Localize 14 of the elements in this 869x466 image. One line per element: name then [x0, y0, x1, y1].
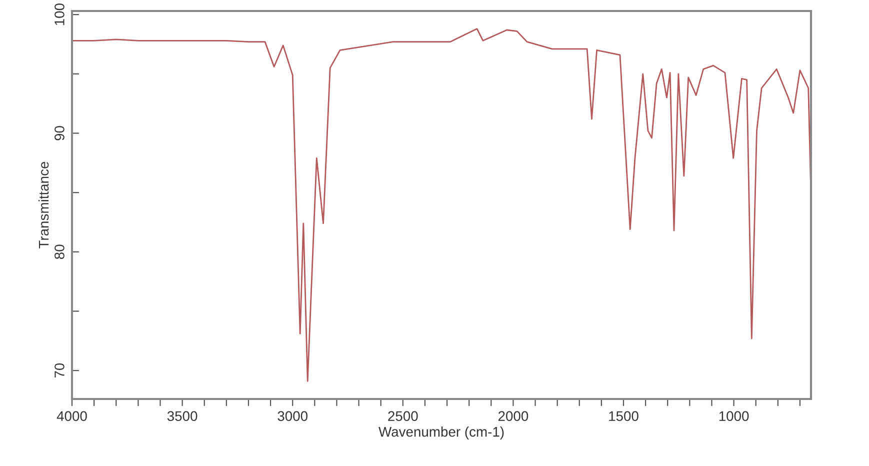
x-tick-label: 2000 [498, 411, 528, 422]
line-series [72, 28, 811, 382]
x-axis-title: Wavenumber (cm-1) [378, 426, 504, 440]
y-tick-label: 100 [54, 4, 64, 26]
x-tick-label: 2500 [388, 411, 418, 422]
x-tick-label: 1500 [609, 411, 638, 422]
x-tick-label: 1000 [719, 411, 749, 422]
y-axis-title: Transmittance [38, 162, 49, 248]
y-tick-label: 80 [54, 244, 64, 259]
x-tick-label: 3500 [167, 411, 198, 422]
y-tick-label: 70 [54, 363, 64, 378]
x-tick-label: 3000 [278, 411, 308, 422]
x-tick-label: 4000 [56, 411, 87, 422]
y-tick-label: 90 [54, 126, 64, 140]
